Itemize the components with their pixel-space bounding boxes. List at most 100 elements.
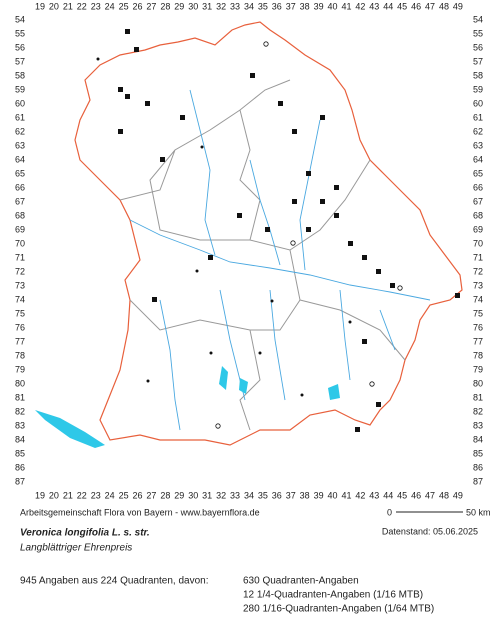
column-label: 37 xyxy=(286,1,296,11)
column-label: 31 xyxy=(202,1,212,11)
column-label: 25 xyxy=(119,490,129,500)
column-label: 43 xyxy=(369,490,379,500)
column-label: 32 xyxy=(216,490,226,500)
row-label: 85 xyxy=(15,448,25,458)
column-label: 42 xyxy=(355,490,365,500)
row-label: 77 xyxy=(15,336,25,346)
species-subtitle: Langblättriger Ehrenpreis xyxy=(20,543,132,554)
column-label: 33 xyxy=(230,490,240,500)
row-label: 59 xyxy=(15,84,25,94)
row-label: 78 xyxy=(15,350,25,360)
row-label: 86 xyxy=(473,462,483,472)
lake xyxy=(219,366,228,390)
row-label: 73 xyxy=(15,280,25,290)
column-label: 36 xyxy=(272,1,282,11)
row-label: 75 xyxy=(15,308,25,318)
column-label: 47 xyxy=(425,490,435,500)
column-label: 26 xyxy=(133,1,143,11)
summary-total: 945 Angaben aus 224 Quadranten, davon: xyxy=(20,576,209,587)
row-label: 54 xyxy=(473,14,483,24)
row-label: 79 xyxy=(473,364,483,374)
records xyxy=(96,29,460,432)
rivers xyxy=(129,89,431,431)
column-label: 29 xyxy=(174,1,184,11)
column-label: 40 xyxy=(328,1,338,11)
records-open xyxy=(215,41,403,429)
row-label: 57 xyxy=(473,56,483,66)
column-label: 41 xyxy=(341,1,351,11)
column-label: 39 xyxy=(314,490,324,500)
column-label: 34 xyxy=(244,1,254,11)
row-label: 62 xyxy=(473,126,483,136)
row-label: 76 xyxy=(15,322,25,332)
column-label: 46 xyxy=(411,1,421,11)
column-label: 29 xyxy=(174,490,184,500)
column-label: 36 xyxy=(272,490,282,500)
column-label: 25 xyxy=(119,1,129,11)
row-label: 65 xyxy=(15,168,25,178)
row-label: 61 xyxy=(15,112,25,122)
column-label: 46 xyxy=(411,490,421,500)
column-label: 19 xyxy=(35,1,45,11)
row-label: 63 xyxy=(15,140,25,150)
row-label: 65 xyxy=(473,168,483,178)
row-label: 83 xyxy=(15,420,25,430)
lake xyxy=(35,410,105,448)
row-label: 78 xyxy=(473,350,483,360)
scale-start: 0 xyxy=(387,507,392,517)
column-label: 43 xyxy=(369,1,379,11)
row-label: 68 xyxy=(473,210,483,220)
row-label: 61 xyxy=(473,112,483,122)
row-label: 72 xyxy=(473,266,483,276)
row-label: 77 xyxy=(473,336,483,346)
row-label: 87 xyxy=(15,476,25,486)
column-label: 48 xyxy=(439,490,449,500)
row-label: 70 xyxy=(473,238,483,248)
row-label: 80 xyxy=(15,378,25,388)
column-label: 21 xyxy=(63,1,73,11)
column-label: 30 xyxy=(188,1,198,11)
map xyxy=(35,21,463,448)
row-label: 87 xyxy=(473,476,483,486)
column-label: 40 xyxy=(328,490,338,500)
column-label: 28 xyxy=(160,1,170,11)
row-label: 84 xyxy=(15,434,25,444)
row-label: 66 xyxy=(473,182,483,192)
row-label: 86 xyxy=(15,462,25,472)
column-label: 42 xyxy=(355,1,365,11)
column-label: 27 xyxy=(146,1,156,11)
column-label: 28 xyxy=(160,490,170,500)
row-label: 64 xyxy=(473,154,483,164)
column-label: 34 xyxy=(244,490,254,500)
row-label: 59 xyxy=(473,84,483,94)
column-label: 38 xyxy=(300,490,310,500)
row-label: 83 xyxy=(473,420,483,430)
column-label: 30 xyxy=(188,490,198,500)
column-label: 39 xyxy=(314,1,324,11)
lake xyxy=(328,384,340,400)
column-label: 49 xyxy=(453,490,463,500)
row-label: 70 xyxy=(15,238,25,248)
column-label: 20 xyxy=(49,1,59,11)
column-label: 37 xyxy=(286,490,296,500)
column-label: 24 xyxy=(105,1,115,11)
credit: Arbeitsgemeinschaft Flora von Bayern - w… xyxy=(20,507,260,517)
column-label: 33 xyxy=(230,1,240,11)
row-label: 69 xyxy=(15,224,25,234)
row-label: 67 xyxy=(473,196,483,206)
row-label: 71 xyxy=(15,252,25,262)
column-label: 22 xyxy=(77,490,87,500)
column-label: 21 xyxy=(63,490,73,500)
row-label: 60 xyxy=(473,98,483,108)
column-label: 48 xyxy=(439,1,449,11)
row-label: 56 xyxy=(15,42,25,52)
lake xyxy=(239,378,248,394)
row-label: 64 xyxy=(15,154,25,164)
column-label: 45 xyxy=(397,490,407,500)
row-label: 74 xyxy=(473,294,483,304)
row-label: 74 xyxy=(15,294,25,304)
column-label: 31 xyxy=(202,490,212,500)
column-label: 26 xyxy=(133,490,143,500)
column-label: 23 xyxy=(91,490,101,500)
